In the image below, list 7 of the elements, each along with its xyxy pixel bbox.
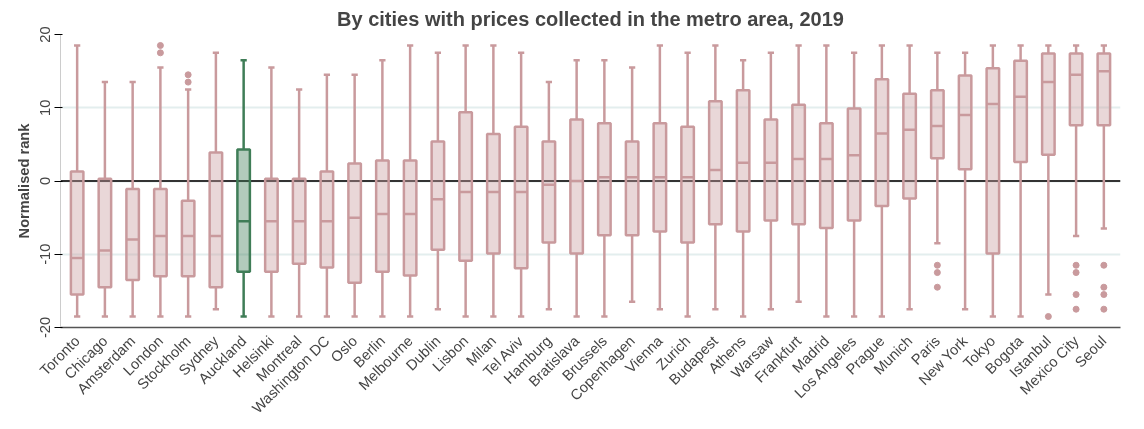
y-tick-label: -20 — [36, 316, 53, 339]
y-tick-label: -10 — [36, 243, 53, 265]
chart-title: By cities with prices collected in the metro area, 2019 — [337, 7, 844, 30]
y-tick-label: 20 — [36, 26, 53, 43]
y-tick-label: 0 — [36, 176, 53, 186]
y-axis-title: Normalised rank — [15, 122, 32, 239]
y-tick-label: 10 — [36, 99, 53, 116]
